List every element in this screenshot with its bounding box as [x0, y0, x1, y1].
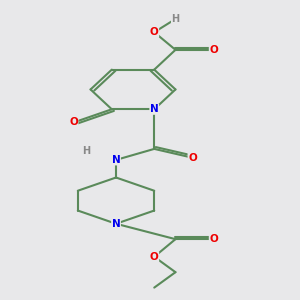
Text: N: N	[112, 155, 120, 165]
Text: O: O	[209, 234, 218, 244]
Text: N: N	[150, 104, 159, 114]
Text: O: O	[209, 45, 218, 55]
Text: H: H	[82, 146, 90, 156]
Text: H: H	[171, 14, 179, 24]
Text: O: O	[188, 153, 197, 163]
Text: O: O	[69, 118, 78, 128]
Text: N: N	[112, 219, 120, 229]
Text: O: O	[150, 252, 159, 262]
Text: O: O	[150, 27, 159, 37]
